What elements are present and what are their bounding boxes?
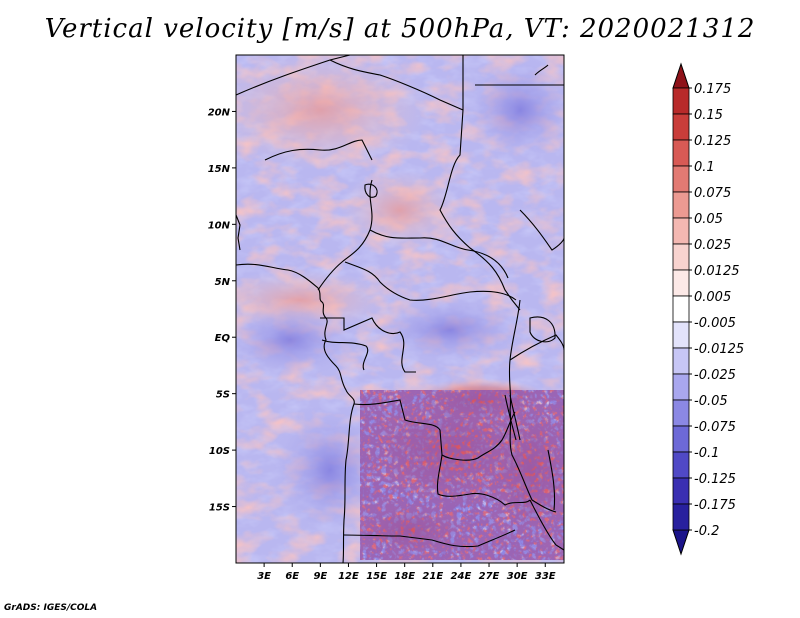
colorbar-label: 0.005 <box>694 290 731 305</box>
lake-chad <box>364 183 378 198</box>
colorbar-segment <box>672 139 690 167</box>
border-south <box>343 529 516 548</box>
latitude-axis: 20N 15N 10N 5N EQ 5S 10S 15S <box>208 107 236 514</box>
colorbar-label: 0.0125 <box>694 264 740 279</box>
colorbar-label: 0.075 <box>694 186 731 201</box>
colorbar-segment <box>672 87 690 115</box>
lake-tanganyika <box>504 394 521 441</box>
border-drc-angola <box>353 399 516 461</box>
border-niger-chad <box>317 179 373 291</box>
colorbar-label: -0.2 <box>694 524 719 539</box>
colorbar-label: -0.125 <box>694 472 736 487</box>
longitude-axis: 3E 6E 9E 12E 15E 18E 21E 24E 27E 30E 33E <box>257 563 556 582</box>
lake-victoria <box>529 316 556 343</box>
lon-tick-label: 33E <box>535 571 556 582</box>
lat-tick-label: 10N <box>208 220 231 231</box>
border-lake-chad-north <box>264 139 373 161</box>
colorbar-segment <box>672 425 690 453</box>
grads-credit: GrADS: IGES/COLA <box>4 603 98 613</box>
border-east-lakes <box>508 299 557 513</box>
lon-tick-label: 27E <box>479 571 500 582</box>
lon-tick-label: 9E <box>313 571 327 582</box>
lake-malawi <box>547 449 556 511</box>
border-north-mid <box>329 59 464 111</box>
lon-tick-label: 3E <box>257 571 271 582</box>
lat-tick-label: EQ <box>215 333 231 344</box>
border-congo <box>320 317 416 373</box>
colorbar-label: -0.1 <box>694 446 719 461</box>
coastline-detail-west <box>235 214 241 251</box>
border-car <box>369 229 509 279</box>
west-african-coastline <box>235 263 355 564</box>
colorbar-segment <box>672 503 690 531</box>
lat-tick-label: 20N <box>208 107 231 118</box>
colorbar-segment <box>672 477 690 505</box>
colorbar-segment <box>672 373 690 401</box>
map-figure: 20N 15N 10N 5N EQ 5S 10S 15S 3E 6E 9E 12E 15E 18E 21E… <box>208 54 744 582</box>
country-borders <box>235 54 565 564</box>
lon-tick-label: 15E <box>366 571 387 582</box>
lon-tick-label: 12E <box>338 571 359 582</box>
colorbar-label: 0.175 <box>694 82 731 97</box>
lon-tick-label: 21E <box>422 571 443 582</box>
vertical-velocity-field <box>236 55 564 563</box>
colorbar-label: -0.025 <box>694 368 736 383</box>
lat-tick-label: 5N <box>215 277 231 288</box>
lon-tick-label: 6E <box>285 571 299 582</box>
east-coast-fragment <box>534 64 549 76</box>
colorbar-bottom-arrow <box>672 529 690 556</box>
colorbar-segment <box>672 451 690 479</box>
border-north-top <box>235 54 351 96</box>
map-frame <box>235 54 565 564</box>
border-chad-sudan <box>439 55 521 311</box>
lon-tick-label: 18E <box>394 571 415 582</box>
colorbar-label: 0.05 <box>694 212 723 227</box>
border-east-upper <box>509 334 565 361</box>
colorbar-segment <box>672 113 690 141</box>
colorbar-label: 0.1 <box>694 160 715 175</box>
colorbar-segment <box>672 321 690 349</box>
colorbar-label: -0.05 <box>694 394 728 409</box>
colorbar-label: -0.075 <box>694 420 736 435</box>
border-ethiopia <box>475 84 565 251</box>
colorbar-label: 0.025 <box>694 238 731 253</box>
colorbar: 0.175 0.15 0.125 0.1 0.075 0.05 0.025 0.0125 0.0… <box>672 62 744 556</box>
border-mozambique <box>529 499 565 551</box>
lat-tick-label: 15S <box>209 503 230 514</box>
colorbar-top-arrow <box>672 62 690 89</box>
lat-tick-label: 15N <box>208 164 231 175</box>
colorbar-segment <box>672 217 690 245</box>
colorbar-label: -0.175 <box>694 498 736 513</box>
colorbar-segment <box>672 191 690 219</box>
lon-tick-label: 24E <box>451 571 472 582</box>
border-central <box>344 261 517 301</box>
lon-tick-label: 30E <box>507 571 528 582</box>
border-zambia <box>436 454 531 506</box>
chart-title: Vertical velocity [m/s] at 500hPa, VT: 2… <box>44 14 756 44</box>
colorbar-segment <box>672 399 690 427</box>
colorbar-segment <box>672 165 690 193</box>
colorbar-segment <box>672 347 690 375</box>
border-gabon <box>321 339 369 371</box>
colorbar-label: 0.125 <box>694 134 731 149</box>
colorbar-label: 0.15 <box>694 108 723 123</box>
colorbar-segment <box>672 243 690 271</box>
colorbar-label: -0.0125 <box>694 342 744 357</box>
lat-tick-label: 10S <box>209 446 230 457</box>
colorbar-segment <box>672 269 690 297</box>
lat-tick-label: 5S <box>216 390 230 401</box>
colorbar-label: -0.005 <box>694 316 736 331</box>
colorbar-segment <box>672 295 690 323</box>
